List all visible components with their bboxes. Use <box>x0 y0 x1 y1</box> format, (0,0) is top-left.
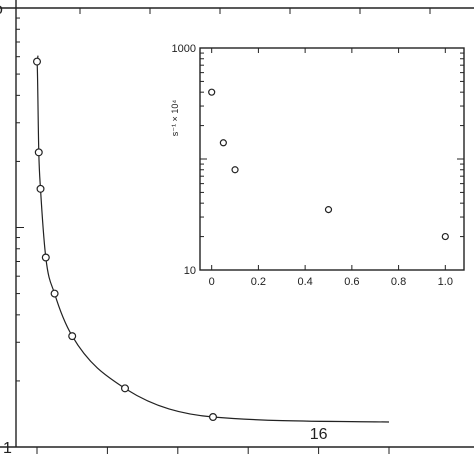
main-plot: 1 o 16 <box>0 0 474 457</box>
main-data-point <box>50 289 59 298</box>
main-data-point <box>36 184 45 193</box>
inset-frame <box>199 47 465 271</box>
main-x-tick-label: 16 <box>310 426 328 443</box>
main-data-point <box>68 332 77 341</box>
inset-plot: 0 0.2 0.4 0.6 0.8 1.0 10 1000 s⁻¹ × 10⁴ <box>170 43 465 288</box>
main-data-point <box>209 412 218 421</box>
inset-data-point <box>441 232 449 241</box>
inset-data-point <box>231 166 239 174</box>
main-y-tick-label: 1 <box>3 440 12 457</box>
inset-x-tick-label: 0.4 <box>297 276 312 288</box>
inset-x-tick-label: 0.6 <box>344 276 359 288</box>
main-data-point <box>120 384 129 393</box>
inset-data-point <box>219 139 227 147</box>
inset-x-tick-label: 0 <box>209 276 215 288</box>
inset-y-axis-label: s⁻¹ × 10⁴ <box>170 100 180 137</box>
inset-y-tick-label: 10 <box>184 265 196 277</box>
main-data-point <box>41 253 50 262</box>
inset-x-tick-label: 0.8 <box>391 276 406 288</box>
inset-y-tick-label: 1000 <box>172 43 196 55</box>
main-data-point <box>34 148 43 157</box>
inset-data-point <box>208 88 216 96</box>
inset-x-tick-label: 1.0 <box>438 276 453 288</box>
inset-x-tick-label: 0.2 <box>251 276 266 288</box>
main-data-point <box>32 57 41 66</box>
inset-data-point <box>324 206 333 214</box>
main-series-line <box>36 55 390 423</box>
main-y-tick-label: o <box>0 1 3 18</box>
